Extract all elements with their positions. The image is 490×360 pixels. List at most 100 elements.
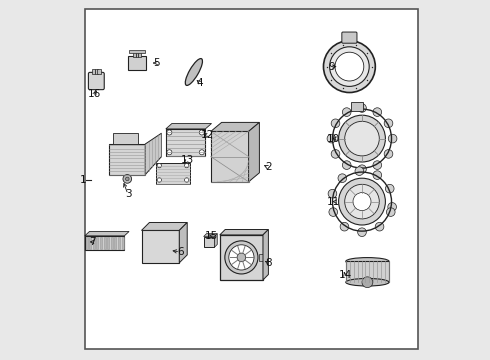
Text: 5: 5 xyxy=(153,58,160,68)
Bar xyxy=(346,261,389,282)
Circle shape xyxy=(167,150,172,155)
Circle shape xyxy=(167,130,172,135)
Bar xyxy=(92,69,95,74)
Bar xyxy=(107,237,109,249)
Bar xyxy=(95,69,98,74)
Circle shape xyxy=(199,130,204,135)
Circle shape xyxy=(323,41,375,93)
Text: 6: 6 xyxy=(177,247,184,257)
Bar xyxy=(133,52,136,57)
Bar xyxy=(89,237,91,249)
Text: 8: 8 xyxy=(265,258,272,268)
Text: 15: 15 xyxy=(205,231,219,241)
Text: 3: 3 xyxy=(124,189,131,199)
Text: 16: 16 xyxy=(88,89,101,99)
Circle shape xyxy=(343,108,351,116)
Circle shape xyxy=(225,241,258,274)
Circle shape xyxy=(331,119,340,128)
Text: 11: 11 xyxy=(326,197,340,207)
Circle shape xyxy=(157,163,162,168)
Bar xyxy=(111,237,113,249)
Bar xyxy=(103,237,106,249)
Circle shape xyxy=(387,208,395,216)
Bar xyxy=(122,237,123,249)
Bar xyxy=(166,129,205,156)
Polygon shape xyxy=(248,122,259,182)
Bar xyxy=(259,254,265,261)
Polygon shape xyxy=(263,230,269,280)
Circle shape xyxy=(157,178,162,182)
Circle shape xyxy=(327,134,336,143)
Circle shape xyxy=(384,119,393,128)
Polygon shape xyxy=(145,133,162,175)
Bar xyxy=(98,69,100,74)
Circle shape xyxy=(123,175,132,183)
Bar xyxy=(220,235,263,280)
Bar xyxy=(204,237,215,247)
Circle shape xyxy=(388,203,396,211)
Circle shape xyxy=(358,228,367,237)
Polygon shape xyxy=(204,234,217,237)
Circle shape xyxy=(375,222,384,231)
Text: 2: 2 xyxy=(265,162,272,172)
Bar xyxy=(85,236,124,250)
Circle shape xyxy=(373,161,382,170)
Bar xyxy=(114,237,117,249)
Circle shape xyxy=(328,189,337,198)
Bar xyxy=(156,163,190,184)
Circle shape xyxy=(358,165,367,174)
Circle shape xyxy=(335,52,364,81)
Circle shape xyxy=(358,104,367,112)
Polygon shape xyxy=(166,123,212,129)
Bar xyxy=(86,237,88,249)
Circle shape xyxy=(199,150,204,155)
Ellipse shape xyxy=(346,258,389,265)
Ellipse shape xyxy=(185,59,202,85)
Text: 1: 1 xyxy=(80,175,86,185)
Circle shape xyxy=(373,108,382,116)
Circle shape xyxy=(355,167,364,175)
Bar xyxy=(113,133,138,144)
Circle shape xyxy=(345,121,379,156)
Bar xyxy=(129,50,145,53)
Bar xyxy=(136,52,139,57)
Polygon shape xyxy=(211,131,248,182)
Circle shape xyxy=(185,178,189,182)
Text: 14: 14 xyxy=(339,270,352,280)
Text: 13: 13 xyxy=(181,155,194,165)
Polygon shape xyxy=(85,231,129,236)
Circle shape xyxy=(384,150,393,158)
Circle shape xyxy=(229,245,254,270)
FancyBboxPatch shape xyxy=(342,32,357,43)
Bar xyxy=(139,52,141,57)
Circle shape xyxy=(362,277,373,288)
Circle shape xyxy=(353,193,371,211)
Bar xyxy=(118,237,120,249)
Text: 9: 9 xyxy=(328,62,335,72)
Text: 7: 7 xyxy=(89,237,96,247)
Bar xyxy=(97,237,98,249)
Bar xyxy=(109,144,145,175)
Ellipse shape xyxy=(346,279,389,286)
Polygon shape xyxy=(211,122,259,131)
Circle shape xyxy=(339,178,386,225)
Bar xyxy=(142,230,179,263)
Circle shape xyxy=(373,171,382,179)
Bar xyxy=(100,237,102,249)
Circle shape xyxy=(388,134,397,143)
Circle shape xyxy=(331,150,340,158)
Circle shape xyxy=(330,47,369,86)
Text: 12: 12 xyxy=(200,130,214,140)
Polygon shape xyxy=(142,222,187,230)
Circle shape xyxy=(237,253,245,262)
Polygon shape xyxy=(220,230,269,235)
Polygon shape xyxy=(215,234,217,247)
Text: 10: 10 xyxy=(327,134,340,144)
Circle shape xyxy=(339,115,386,162)
FancyBboxPatch shape xyxy=(88,72,104,90)
Bar xyxy=(93,237,95,249)
Circle shape xyxy=(345,184,379,219)
Circle shape xyxy=(338,174,346,183)
Circle shape xyxy=(340,222,349,231)
Polygon shape xyxy=(179,222,187,263)
